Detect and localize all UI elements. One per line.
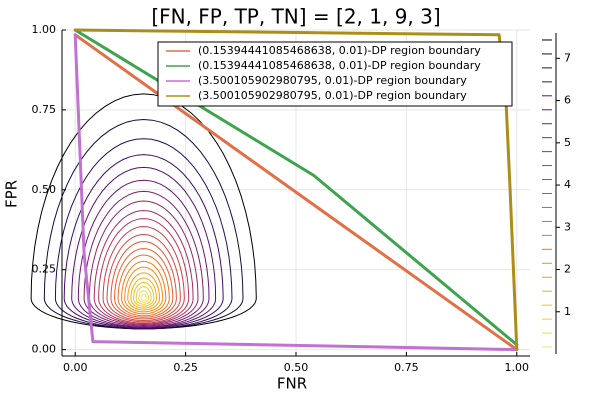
colorbar-tick-label-5: 6 (564, 94, 571, 107)
contour-level-16 (124, 266, 164, 313)
colorbar: 1 2 3 4 5 6 7 (542, 33, 571, 354)
contour-level-3 (63, 154, 224, 329)
contour-level-19 (132, 281, 155, 307)
contour-level-10 (102, 226, 185, 323)
x-tick-label-1: 0.25 (173, 361, 198, 374)
contour-level-15 (121, 260, 167, 315)
legend-label-0: (0.15394441085468638, 0.01)-DP region bo… (198, 44, 481, 57)
colorbar-tick-label-1: 2 (564, 263, 571, 276)
colorbar-tick-label-6: 7 (564, 51, 571, 64)
y-tick-label-3: 0.75 (32, 103, 57, 116)
legend-label-3: (3.500105902980795, 0.01)-DP region boun… (198, 89, 467, 102)
legend-label-1: (0.15394441085468638, 0.01)-DP region bo… (198, 59, 481, 72)
y-axis-label: FPR (3, 180, 21, 208)
x-axis-label: FNR (277, 375, 307, 393)
contour-level-12 (110, 241, 177, 320)
legend-box (157, 41, 513, 107)
contour-level-2 (54, 138, 233, 330)
y-tick-label-2: 0.50 (32, 183, 57, 196)
y-tick-label-0: 0.00 (32, 343, 57, 356)
x-tick-label-4: 1.00 (505, 361, 530, 374)
x-tick-label-3: 0.75 (394, 361, 419, 374)
contour-level-5 (77, 179, 210, 328)
y-tick-label-1: 0.25 (32, 263, 57, 276)
contour-level-22 (140, 294, 147, 301)
x-tick-label-0: 0.00 (63, 361, 88, 374)
axes: 0.00 0.25 0.50 0.75 1.00 0.00 0.25 0.50 0.75 1.00 (32, 23, 530, 374)
contour-level-18 (130, 277, 157, 309)
chart-title: [FN, FP, TP, TN] = [2, 1, 9, 3] (151, 5, 440, 29)
contour-level-14 (117, 254, 170, 317)
contour-level-0 (30, 93, 257, 330)
contour-level-17 (127, 272, 161, 311)
colorbar-tick-label-0: 1 (564, 305, 571, 318)
x-tick-label-2: 0.50 (284, 361, 309, 374)
series-line-0 (73, 33, 519, 352)
colorbar-tick-label-2: 3 (564, 220, 571, 233)
contour-level-21 (138, 290, 149, 303)
contour-level-13 (113, 248, 174, 318)
contour-level-11 (106, 233, 181, 322)
series-line-2 (73, 33, 519, 352)
contour-level-6 (83, 190, 204, 327)
y-tick-label-4: 1.00 (32, 23, 57, 36)
contour-lines (30, 93, 257, 330)
legend: (0.15394441085468638, 0.01)-DP region bo… (157, 41, 513, 107)
legend-label-2: (3.500105902980795, 0.01)-DP region boun… (198, 74, 467, 87)
contour-level-1 (43, 118, 244, 330)
contour-level-20 (135, 286, 152, 305)
colorbar-tick-label-4: 5 (564, 136, 571, 149)
series-line-1 (73, 28, 519, 347)
contour-level-8 (93, 210, 194, 325)
contour-level-4 (71, 166, 217, 329)
contour-level-9 (98, 218, 190, 324)
colorbar-tick-label-3: 4 (564, 178, 571, 191)
